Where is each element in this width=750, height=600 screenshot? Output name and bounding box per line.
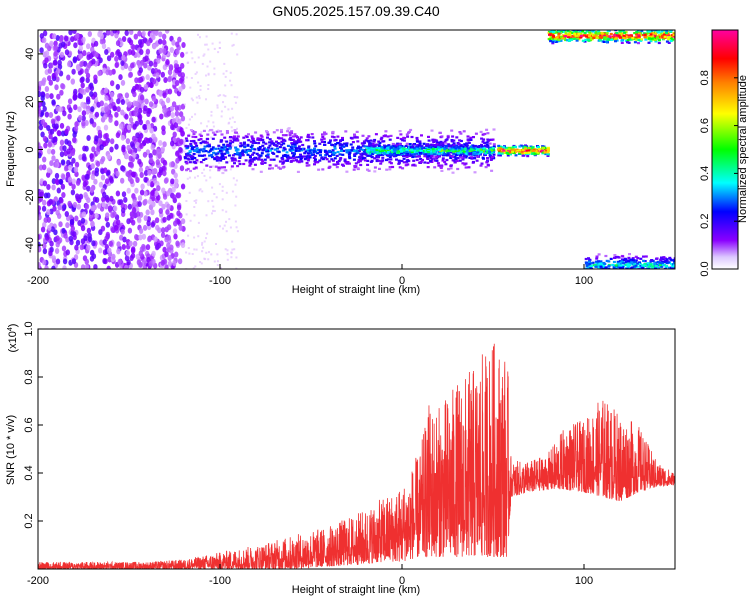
snr-y-axis-title: SNR (10 * v/v) <box>5 415 17 485</box>
snr-y-tick-label: 0.6 <box>23 417 35 432</box>
snr-y-ticks: 0.2 0.4 0.6 0.8 1.0 <box>23 321 43 529</box>
snr-x-ticks: -200 -100 0 100 <box>27 564 593 587</box>
spectrogram-feature-1 <box>38 30 241 269</box>
snr-x-axis-title: Height of straight line (km) <box>292 584 420 596</box>
colorbar-gradient <box>711 29 739 270</box>
colorbar-tick-label: 0.2 <box>699 214 711 229</box>
spectrogram-x-axis-title: Height of straight line (km) <box>292 284 420 296</box>
spectrogram-y-axis-title: Frequency (Hz) <box>5 111 17 187</box>
spectrogram-x-tick-label: -200 <box>27 275 49 287</box>
colorbar-label: Normalized spectral amplitude <box>737 75 749 223</box>
snr-x-tick-label: 0 <box>399 575 405 587</box>
spectrogram-image <box>38 30 675 269</box>
colorbar-tick-label: 0.4 <box>699 166 711 181</box>
spectrogram-x-tick-label: 0 <box>399 275 405 287</box>
colorbar-tick-label: 0.8 <box>699 70 711 85</box>
spectrogram-feature-3 <box>365 142 496 159</box>
snr-x-tick-label: -200 <box>27 575 49 587</box>
spectrogram-feature-6 <box>584 253 675 269</box>
spectrogram-x-tick-label: -100 <box>209 275 231 287</box>
snr-y-tick-label: 0.4 <box>23 465 35 480</box>
colorbar-ticks: 0.0 0.2 0.4 0.6 0.8 <box>699 70 738 277</box>
snr-y-tick-label: 0.8 <box>23 369 35 384</box>
spectrogram-x-ticks: -200 -100 0 100 <box>27 264 593 287</box>
spectrogram-x-tick-label: 100 <box>575 275 593 287</box>
snr-y-tick-label: 1.0 <box>23 321 35 336</box>
spectrogram-y-tick-label: 0 <box>24 146 36 152</box>
colorbar-tick-label: 0.6 <box>699 118 711 133</box>
spectrogram-feature-5 <box>547 30 675 45</box>
colorbar-tick-label: 0.0 <box>699 261 711 276</box>
spectrogram-feature-4 <box>496 144 550 158</box>
spectrogram-y-tick-label: -40 <box>24 237 36 253</box>
snr-series-line <box>38 343 675 569</box>
colorbar: 0.0 0.2 0.4 0.6 0.8 Normalized spectral ampl… <box>699 29 749 277</box>
figure-title: GN05.2025.157.09.39.C40 <box>272 3 440 19</box>
snr-x-tick-label: 100 <box>575 575 593 587</box>
spectrogram-y-tick-label: 20 <box>24 96 36 108</box>
snr-frame <box>37 328 676 570</box>
spectrogram-y-tick-label: 40 <box>24 48 36 60</box>
snr-y-multiplier: (x104) <box>7 324 19 353</box>
snr-x-tick-label: -100 <box>209 575 231 587</box>
snr-panel: -200 -100 0 100 0.2 0.4 0.6 0.8 1.0 Height of s… <box>5 321 676 596</box>
snr-y-tick-label: 0.2 <box>23 513 35 528</box>
spectrogram-y-ticks: -40 -20 0 20 40 <box>24 48 43 253</box>
spectrogram-y-tick-label: -20 <box>24 189 36 205</box>
